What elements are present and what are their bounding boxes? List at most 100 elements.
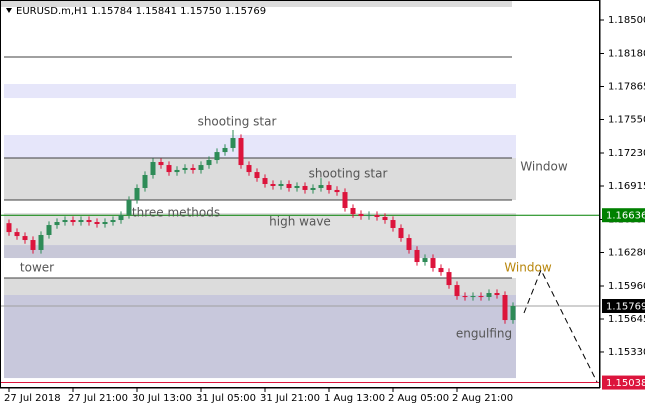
- candle-body: [470, 296, 476, 298]
- price-label-box: [602, 208, 645, 223]
- candle-body: [366, 214, 372, 217]
- candle-body: [358, 214, 364, 217]
- y-tick-label: 1.15645: [608, 314, 645, 325]
- candle-body: [278, 183, 284, 186]
- x-tick-label: 27 Jul 2018: [4, 393, 61, 404]
- candle-body: [6, 223, 12, 233]
- candle-body: [182, 167, 188, 170]
- candle-body: [78, 220, 84, 223]
- candle-body: [126, 200, 132, 215]
- candle-body: [62, 220, 68, 223]
- zone: [4, 134, 516, 159]
- candle-body: [486, 293, 492, 297]
- y-tick-label: 1.18500: [608, 15, 645, 26]
- candles: [6, 129, 516, 324]
- candle-body: [446, 272, 452, 286]
- candle-body: [286, 183, 292, 188]
- top-zone: [0, 0, 512, 7]
- y-tick-label: 1.18180: [608, 49, 645, 60]
- y-tick-label: 1.16915: [608, 181, 645, 192]
- candle-body: [158, 162, 164, 166]
- candle-body: [22, 236, 28, 241]
- y-tick-label: 1.15960: [608, 281, 645, 292]
- price-label: 1.16636: [606, 211, 645, 222]
- candle-body: [254, 172, 260, 179]
- candle-body: [30, 240, 36, 250]
- candle-body: [142, 174, 148, 188]
- annotation: high wave: [269, 215, 331, 229]
- zone: [4, 158, 516, 201]
- zone: [4, 245, 516, 259]
- annotation: shooting star: [309, 167, 388, 181]
- price-label: 1.15038: [606, 378, 645, 389]
- plot-frame: [0, 0, 600, 388]
- candle-body: [294, 185, 300, 188]
- candle-body: [214, 152, 220, 161]
- x-tick-label: 30 Jul 13:00: [132, 393, 192, 404]
- annotation: Window: [504, 261, 552, 275]
- candle-body: [110, 220, 116, 223]
- zones: [4, 83, 516, 379]
- candle-body: [398, 227, 404, 239]
- candle-body: [134, 187, 140, 201]
- candle-body: [374, 214, 380, 217]
- candle-body: [86, 220, 92, 223]
- candle-body: [342, 192, 348, 208]
- candle-body: [510, 306, 516, 321]
- candle-body: [14, 232, 20, 237]
- candle-body: [462, 296, 468, 298]
- candle-body: [478, 296, 484, 298]
- candle-body: [350, 207, 356, 215]
- x-tick-label: 31 Jul 21:00: [260, 393, 320, 404]
- candle-body: [430, 258, 436, 268]
- candle-body: [94, 222, 100, 225]
- price-label-box: [602, 299, 645, 314]
- y-tick-label: 1.16280: [608, 247, 645, 258]
- candle-body: [46, 225, 52, 235]
- candle-body: [54, 222, 60, 226]
- candle-body: [166, 165, 172, 173]
- annotation: Window: [520, 160, 568, 174]
- projection-line: [523, 268, 598, 383]
- x-tick-label: 2 Aug 05:00: [388, 393, 449, 404]
- annotation: shooting star: [198, 115, 277, 129]
- candle-body: [382, 216, 388, 221]
- header: EURUSD.m,H1 1.15784 1.15841 1.15750 1.15…: [16, 6, 266, 17]
- candle-body: [206, 160, 212, 166]
- candle-body: [302, 185, 308, 190]
- candle-body: [438, 267, 444, 273]
- price-label-box: [602, 375, 645, 390]
- candle-body: [326, 185, 332, 190]
- candle-body: [334, 189, 340, 193]
- candle-body: [502, 295, 508, 321]
- x-tick-label: 27 Jul 21:00: [68, 393, 128, 404]
- annotation: tower: [20, 261, 54, 275]
- candle-body: [390, 220, 396, 228]
- candle-body: [454, 285, 460, 297]
- y-tick-label: 1.15330: [608, 347, 645, 358]
- zone: [4, 295, 516, 379]
- x-tick-label: 2 Aug 21:00: [452, 393, 513, 404]
- x-tick-label: 1 Aug 13:00: [324, 393, 385, 404]
- candle-body: [70, 220, 76, 223]
- candle-body: [238, 138, 244, 166]
- y-tick-label: 1.17550: [608, 114, 645, 125]
- candle-body: [318, 185, 324, 188]
- candle-body: [422, 258, 428, 263]
- candle-body: [222, 147, 228, 153]
- x-tick-label: 31 Jul 05:00: [196, 393, 256, 404]
- y-tick-label: 1.17230: [608, 148, 645, 159]
- candle-body: [174, 169, 180, 173]
- y-tick-label: 1.17865: [608, 82, 645, 93]
- levels: [0, 56, 600, 384]
- candle-body: [270, 183, 276, 186]
- candle-body: [190, 167, 196, 170]
- candle-body: [310, 187, 316, 190]
- candle-body: [414, 249, 420, 263]
- candle-body: [262, 178, 268, 184]
- candle-body: [38, 234, 44, 250]
- price-label: 1.15769: [606, 302, 645, 313]
- candle-body: [230, 138, 236, 148]
